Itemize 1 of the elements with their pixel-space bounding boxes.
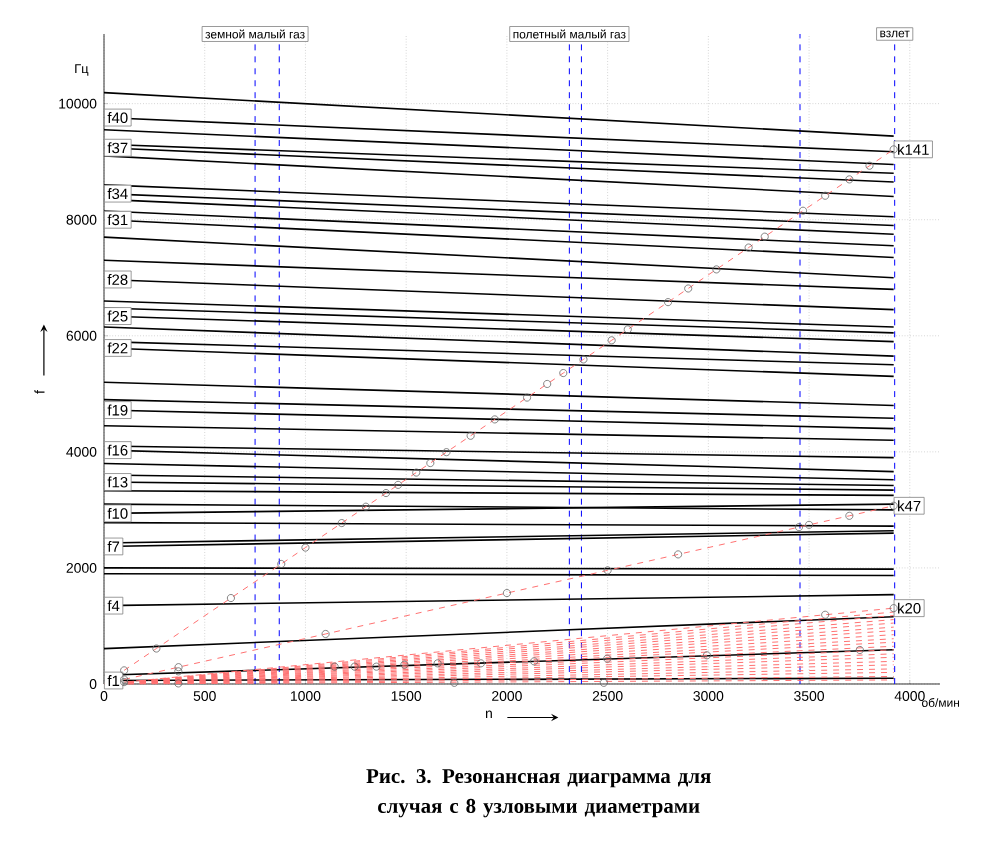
text: Рис. 3. Резонансная диаграмма для случая с 8 узловыми диаметрами xyxy=(366,769,711,818)
